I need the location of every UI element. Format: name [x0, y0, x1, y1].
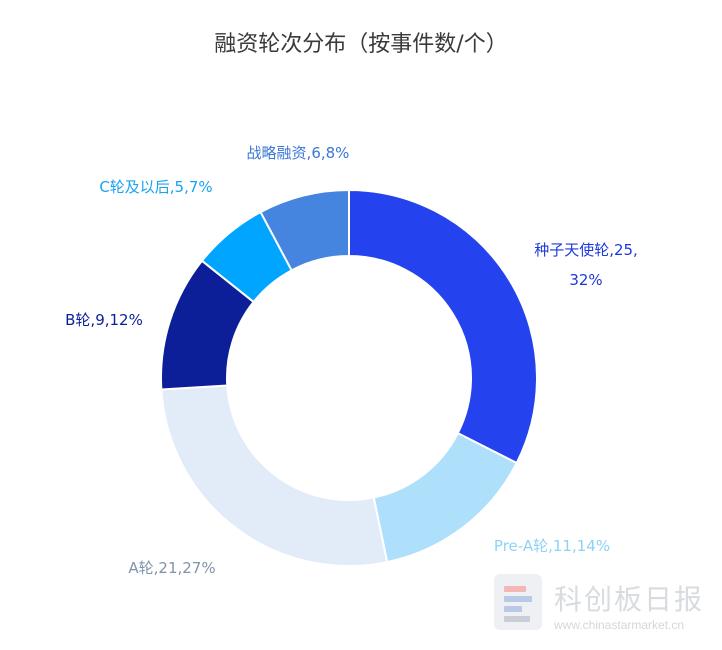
watermark-brand: 科创板日报 — [554, 583, 705, 616]
slice-label-1: 种子天使轮,25, — [534, 241, 638, 259]
slice-label-4: B轮,9,12% — [65, 311, 143, 329]
watermark-url: www.chinastarmarket.cn — [554, 618, 685, 632]
slice-label-1: 32% — [569, 271, 602, 289]
watermark: 科创板日报 www.chinastarmarket.cn — [494, 574, 714, 638]
slice-6 — [259, 188, 350, 272]
donut-slices — [160, 188, 538, 567]
slice-labels: 种子天使轮,25, 32% Pre-A轮,11,14% A轮,21,27% B轮,9,1… — [65, 144, 638, 577]
slice-1 — [348, 188, 538, 465]
slice-label-3: A轮,21,27% — [128, 559, 215, 577]
brand-logo-icon — [494, 574, 542, 630]
slice-label-5: C轮及以后,5,7% — [99, 178, 212, 196]
slice-label-6: 战略融资,6,8% — [247, 144, 350, 162]
chart-title: 融资轮次分布（按事件数/个） — [214, 32, 508, 57]
slice-3 — [160, 384, 389, 567]
slice-label-2: Pre-A轮,11,14% — [494, 537, 610, 555]
